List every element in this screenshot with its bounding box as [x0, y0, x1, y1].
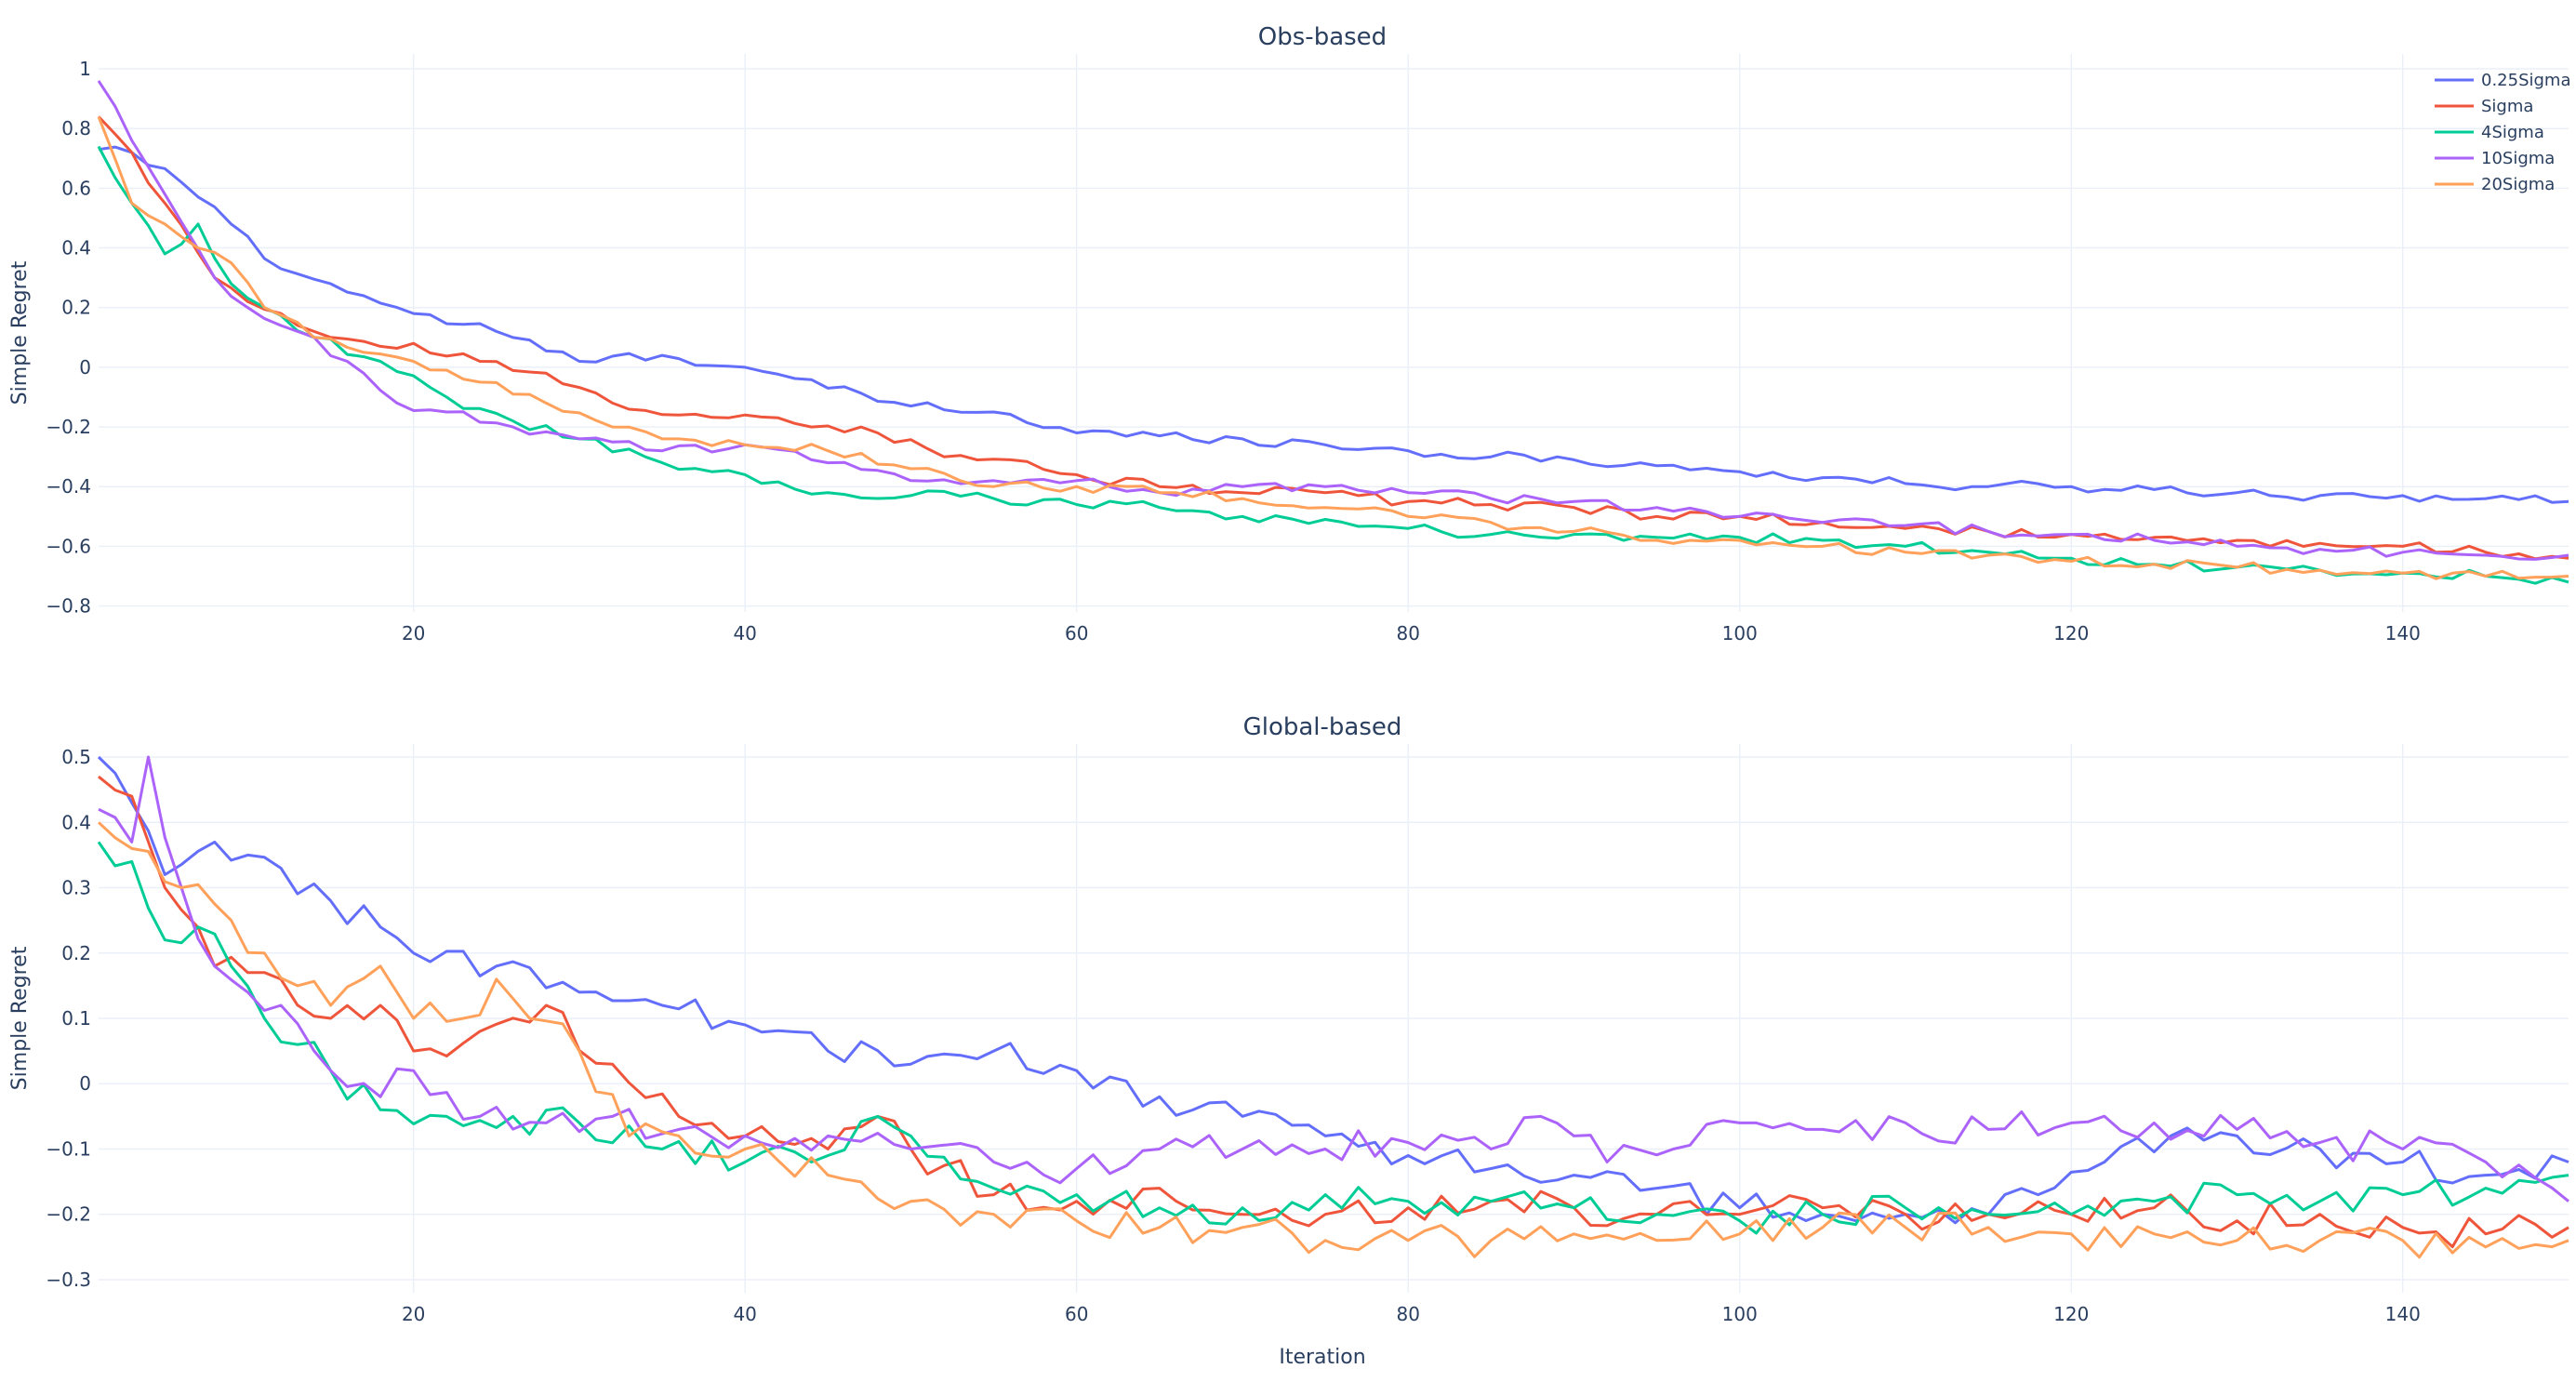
- global-based-y-tick-label: 0.3: [61, 877, 91, 899]
- global-based-y-ticks: −0.3 −0.2 −0.1 0 0.1 0.2 0.3 0.4 0.5: [46, 746, 91, 1291]
- global-based-y-tick-label: 0.1: [61, 1007, 91, 1030]
- global-based-x-tick-label: 20: [402, 1303, 425, 1325]
- global-based-x-tick-label: 80: [1396, 1303, 1419, 1325]
- obs-based-series-20sigma: [97, 115, 2569, 580]
- global-based-y-tick-label: −0.1: [46, 1137, 91, 1160]
- obs-based-y-tick-label: 1: [79, 58, 91, 80]
- obs-based-x-tick-label: 40: [733, 622, 756, 644]
- obs-based-series: [97, 80, 2569, 585]
- global-based-y-tick-label: −0.3: [46, 1269, 91, 1291]
- obs-based-plot-area: [99, 54, 2569, 612]
- legend-label-0-25sigma: 0.25Sigma: [2481, 71, 2571, 90]
- obs-based-x-tick-label: 120: [2053, 622, 2089, 644]
- global-based-y-tick-label: 0.5: [61, 746, 91, 768]
- obs-based-x-tick-label: 60: [1065, 622, 1088, 644]
- obs-based-y-tick-label: 0.8: [61, 117, 91, 140]
- global-based-y-tick-label: 0.4: [61, 811, 91, 833]
- legend-label-10sigma: 10Sigma: [2481, 149, 2555, 168]
- global-based-series-4sigma: [97, 841, 2569, 1235]
- global-based-x-tick-label: 40: [733, 1303, 756, 1325]
- obs-based-y-tick-label: −0.2: [46, 416, 91, 438]
- global-based-x-tick-label: 120: [2053, 1303, 2089, 1325]
- global-based-x-ticks: 20 40 60 80 100 120 140: [402, 1303, 2421, 1325]
- global-based-y-tick-label: 0: [79, 1072, 91, 1095]
- obs-based-y-tick-label: 0: [79, 356, 91, 379]
- obs-based-title: Obs-based: [1258, 23, 1387, 51]
- obs-based-y-ticks: −0.8 −0.6 −0.4 −0.2 0 0.2 0.4 0.6 0.8 1: [46, 58, 91, 618]
- global-based-x-tick-label: 60: [1065, 1303, 1088, 1325]
- global-based-series-20sigma: [97, 821, 2569, 1259]
- global-based-y-tick-label: 0.2: [61, 942, 91, 964]
- global-based-y-tick-label: −0.2: [46, 1203, 91, 1226]
- global-based-y-axis-title: Simple Regret: [8, 946, 32, 1090]
- global-based-series-sigma: [98, 775, 2569, 1249]
- global-based-series-0-25sigma: [97, 755, 2569, 1225]
- x-axis-title: Iteration: [1279, 1346, 1365, 1369]
- global-based-title: Global-based: [1243, 713, 1402, 741]
- global-based-series: [97, 755, 2569, 1259]
- global-based-x-tick-label: 100: [1722, 1303, 1758, 1325]
- obs-based-x-tick-label: 20: [402, 622, 425, 644]
- obs-based-y-tick-label: 0.4: [61, 237, 91, 259]
- global-based-series-10sigma: [98, 755, 2569, 1203]
- global-based-x-tick-label: 140: [2385, 1303, 2421, 1325]
- obs-based-y-tick-label: 0.2: [61, 297, 91, 319]
- legend-label-20sigma: 20Sigma: [2481, 175, 2555, 194]
- global-based-panel: 20 40 60 80 100 120 140 −0.3 −0.2 −0.1 0 0.1 0.2 0.3…: [8, 713, 2569, 1369]
- obs-based-x-tick-label: 80: [1396, 622, 1419, 644]
- obs-based-x-tick-label: 100: [1722, 622, 1758, 644]
- obs-based-series-sigma: [97, 115, 2569, 561]
- obs-based-series-10sigma: [97, 80, 2569, 561]
- legend-label-4sigma: 4Sigma: [2481, 123, 2544, 142]
- obs-based-y-axis-title: Simple Regret: [8, 260, 32, 405]
- obs-based-y-tick-label: −0.8: [46, 595, 91, 618]
- obs-based-y-tick-label: 0.6: [61, 177, 91, 199]
- obs-based-y-tick-label: −0.4: [46, 475, 91, 498]
- legend-label-sigma: Sigma: [2481, 97, 2533, 116]
- obs-based-y-tick-label: −0.6: [46, 535, 91, 557]
- obs-based-x-ticks: 20 40 60 80 100 120 140: [402, 622, 2421, 644]
- obs-based-series-0-25sigma: [98, 145, 2569, 504]
- legend: 0.25Sigma Sigma 4Sigma 10Sigma 20Sigma: [2435, 71, 2571, 194]
- obs-based-x-tick-label: 140: [2385, 622, 2421, 644]
- obs-based-panel: 20 40 60 80 100 120 140 −0.8 −0.6 −0.4 −0.2 0 0.2 0.…: [8, 23, 2569, 644]
